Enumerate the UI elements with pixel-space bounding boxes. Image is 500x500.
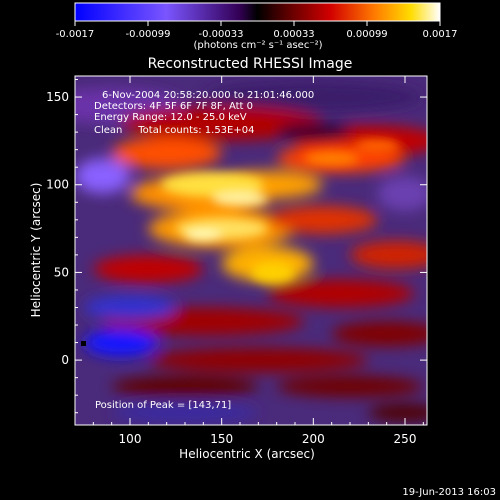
heatmap-hotspot bbox=[304, 151, 360, 166]
plot-area bbox=[75, 76, 427, 425]
colorbar-tick-label: 0.00099 bbox=[346, 29, 387, 40]
colorbar-strip bbox=[74, 2, 441, 22]
x-tick-label: 250 bbox=[394, 432, 417, 446]
y-tick-label: 100 bbox=[46, 178, 69, 192]
heatmap-hotspot bbox=[355, 139, 400, 154]
heatmap-region bbox=[203, 81, 424, 113]
heatmap-region bbox=[111, 402, 259, 424]
heatmap-region bbox=[120, 105, 323, 141]
heatmap-region bbox=[84, 295, 176, 320]
peak-position-text: Position of Peak = [143,71] bbox=[95, 400, 231, 411]
info-clean-counts: Clean Total counts: 1.53E+04 bbox=[94, 125, 254, 136]
x-axis-label: Heliocentric X (arcsec) bbox=[179, 447, 315, 461]
colorbar-tick-label: 0.00033 bbox=[273, 29, 314, 40]
heatmap-region bbox=[377, 175, 427, 212]
x-tick-label: 200 bbox=[302, 432, 325, 446]
colorbar-tick-label: -0.00033 bbox=[199, 29, 244, 40]
colorbar: -0.0017 -0.00099 -0.00033 0.00033 0.00099 0.0… bbox=[56, 2, 458, 51]
heatmap-region bbox=[267, 205, 378, 234]
heatmap-region bbox=[267, 279, 415, 308]
y-tick-label: 50 bbox=[54, 265, 69, 279]
info-time-range: 6-Nov-2004 20:58:20.000 to 21:01:46.000 bbox=[102, 90, 314, 101]
heatmap-hotspot bbox=[161, 172, 264, 198]
chart-title: Reconstructed RHESSI Image bbox=[148, 56, 353, 72]
colorbar-tick-label: 0.0017 bbox=[423, 29, 458, 40]
y-tick-label: 150 bbox=[46, 90, 69, 104]
colorbar-tick-label: -0.0017 bbox=[56, 29, 95, 40]
heatmap-region bbox=[111, 137, 222, 169]
footer-date: 19-Jun-2013 16:03 bbox=[402, 487, 496, 498]
info-text: 6-Nov-2004 20:58:20.000 to 21:01:46.000 … bbox=[94, 90, 314, 136]
heatmap-region bbox=[276, 375, 424, 397]
heatmap-region bbox=[111, 375, 259, 397]
heatmap-region bbox=[350, 240, 427, 269]
heatmap-region bbox=[93, 254, 204, 283]
heatmap-region bbox=[368, 403, 427, 422]
colorbar-unit: (photons cm⁻² s⁻¹ asec⁻²) bbox=[193, 40, 322, 51]
heatmap-region bbox=[75, 158, 130, 194]
heatmap-hotspot bbox=[185, 230, 222, 241]
peak-marker bbox=[81, 341, 86, 346]
x-tick-label: 100 bbox=[119, 432, 142, 446]
heatmap-region bbox=[331, 321, 427, 347]
heatmap-hotspot bbox=[212, 191, 268, 206]
heatmap-hotspot bbox=[251, 261, 295, 283]
info-detectors: Detectors: 4F 5F 6F 7F 8F, Att 0 bbox=[94, 101, 253, 112]
heatmap-region bbox=[84, 328, 158, 357]
plot-frame bbox=[74, 75, 428, 426]
colorbar-tick-label: -0.00099 bbox=[126, 29, 171, 40]
info-energy-range: Energy Range: 12.0 - 25.0 keV bbox=[94, 112, 247, 123]
heatmap-region bbox=[148, 347, 369, 373]
y-tick-label: 0 bbox=[61, 353, 69, 367]
heatmap-region bbox=[276, 123, 351, 141]
x-tick-label: 150 bbox=[210, 432, 233, 446]
y-axis-label: Heliocentric Y (arcsec) bbox=[29, 183, 43, 318]
